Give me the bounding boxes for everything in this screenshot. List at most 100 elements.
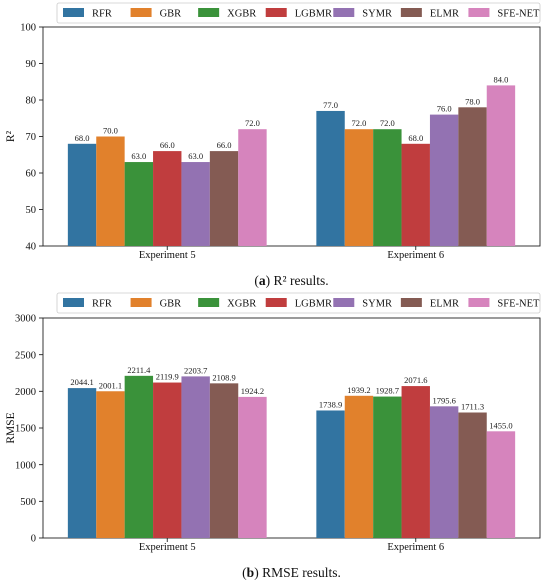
caption-paren: ) [254,565,259,580]
bar-xgbr [124,375,154,538]
y-tick-label: 80 [26,96,37,107]
bar-rfr [316,110,345,246]
legend-label: RFR [92,9,112,20]
caption-paren: ) [266,273,271,288]
bar-value-label: 1924.2 [241,386,264,396]
legend-swatch-sfe-net [468,298,490,307]
legend-label: SYMR [362,9,392,20]
bar-value-label: 1928.7 [376,386,399,396]
chart-rmse: 0 500 1000 1500 2000 2500 3000 RMSE 2044.1 2001.1… [5,292,541,580]
legend-swatch-lgbmr [265,8,287,17]
bar-lgbmr [401,386,430,538]
bar-sfe-net [238,396,267,538]
bar-elmr [209,151,239,246]
legend-swatch-lgbmr [265,298,287,307]
bar-sfe-net [486,431,516,538]
legend-swatch-rfr [63,8,84,17]
y-axis-label: RMSE [5,412,17,443]
bar-symr [181,376,210,538]
figure-caption: (a) R² results. [254,273,328,288]
caption-paren: ( [242,565,247,580]
bar-elmr [209,383,239,538]
bar-value-label: 2001.1 [99,380,122,390]
bar-value-label: 1738.9 [319,399,342,409]
legend-label: SFE-NET [497,9,540,20]
bar-gbr [344,129,374,246]
bar-xgbr [124,162,154,246]
legend-swatch-xgbr [198,8,220,17]
bar-value-label: 84.0 [494,74,509,84]
bar-value-label: 70.0 [103,126,118,136]
legend-label: XGBR [227,299,256,310]
bar-symr [429,406,459,538]
y-tick-label: 70 [26,132,37,143]
y-tick-label: 1500 [15,424,36,435]
y-tick-label: 1000 [15,460,36,471]
x-tick-label: Experiment 6 [387,542,444,553]
bar-value-label: 2071.6 [404,375,427,385]
bar-value-label: 1939.2 [347,385,370,395]
x-tick-label: Experiment 5 [139,250,196,261]
y-tick-label: 3000 [15,314,36,325]
bar-value-label: 66.0 [160,140,175,150]
legend-swatch-elmr [400,8,422,17]
legend-label: SFE-NET [497,299,540,310]
legend-swatch-gbr [130,8,152,17]
bar-value-label: 72.0 [245,118,260,128]
y-axis-label: R² [5,130,17,142]
bar-value-label: 2211.4 [127,365,151,375]
bar-value-label: 1455.0 [489,420,512,430]
bar-gbr [344,395,374,538]
bar-rfr [67,388,97,538]
legend-label: GBR [160,299,182,310]
bar-lgbmr [401,143,430,246]
y-tick-label: 100 [20,23,36,34]
legend-swatch-xgbr [198,298,220,307]
bar-value-label: 63.0 [131,151,146,161]
bar-symr [181,162,210,246]
bar-sfe-net [486,85,516,247]
caption-text: RMSE results. [259,565,341,580]
bar-value-label: 68.0 [75,133,90,143]
bar-value-label: 66.0 [217,140,232,150]
bar-value-label: 77.0 [323,100,338,110]
caption-paren: ( [254,273,259,288]
bar-xgbr [373,129,402,246]
bar-value-label: 68.0 [408,133,423,143]
bar-value-label: 1711.3 [461,402,484,412]
y-tick-label: 500 [20,497,36,508]
bar-xgbr [373,396,402,538]
legend-swatch-symr [333,298,355,307]
bar-gbr [96,391,125,538]
bar-value-label: 72.0 [380,118,395,128]
caption-letter: a [259,273,266,288]
legend-label: GBR [160,9,182,20]
y-tick-label: 40 [26,242,37,253]
bar-value-label: 2203.7 [184,365,207,375]
bar-lgbmr [153,151,182,246]
caption-text: R² results. [270,273,328,288]
bar-elmr [458,412,487,538]
bar-value-label: 78.0 [465,96,480,106]
bar-value-label: 76.0 [437,104,452,114]
bar-elmr [458,107,487,246]
figure-caption: (b) RMSE results. [242,565,341,580]
bar-value-label: 2108.9 [212,372,235,382]
bar-value-label: 63.0 [188,151,203,161]
legend-swatch-rfr [63,298,84,307]
bar-gbr [96,136,125,246]
caption-letter: b [247,565,255,580]
y-tick-label: 60 [26,169,37,180]
legend-label: SYMR [362,299,392,310]
legend-label: LGBMR [295,299,332,310]
legend-label: LGBMR [295,9,332,20]
legend-label: XGBR [227,9,256,20]
legend-swatch-elmr [400,298,422,307]
legend-label: ELMR [430,299,459,310]
bar-rfr [67,143,97,246]
bar-value-label: 1795.6 [432,395,455,405]
legend-label: ELMR [430,9,459,20]
x-tick-label: Experiment 5 [139,542,196,553]
bar-value-label: 72.0 [352,118,367,128]
legend-swatch-sfe-net [468,8,490,17]
